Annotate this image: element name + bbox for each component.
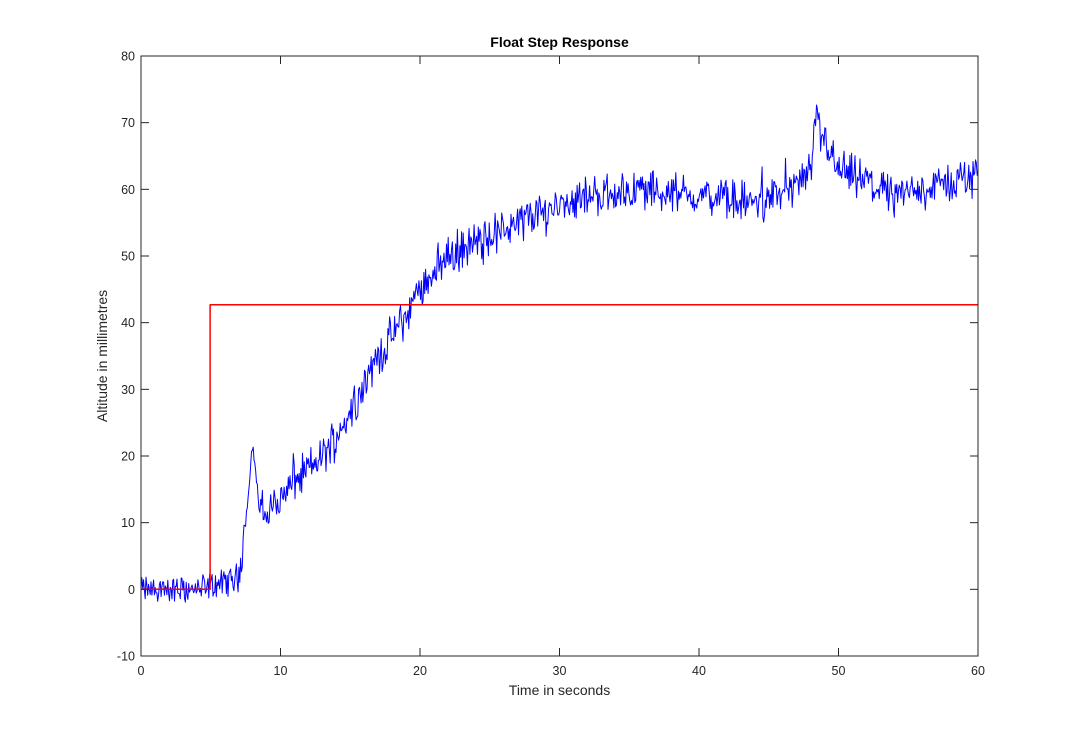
x-axis-label: Time in seconds xyxy=(509,682,610,698)
y-tick-label: 50 xyxy=(121,250,135,264)
y-tick-label: 60 xyxy=(121,183,135,197)
axes-background xyxy=(141,56,978,656)
y-tick-label: 20 xyxy=(121,450,135,464)
y-tick-label: 80 xyxy=(121,50,135,64)
chart-title: Float Step Response xyxy=(490,34,629,50)
x-tick-label: 10 xyxy=(274,664,288,678)
x-tick-label: 20 xyxy=(413,664,427,678)
x-tick-label: 0 xyxy=(138,664,145,678)
y-tick-label: 10 xyxy=(121,516,135,530)
x-tick-label: 50 xyxy=(832,664,846,678)
y-tick-label: -10 xyxy=(117,650,135,664)
y-axis-label: Altitude in millimetres xyxy=(94,290,110,422)
y-tick-label: 0 xyxy=(128,583,135,597)
y-tick-label: 40 xyxy=(121,316,135,330)
y-tick-label: 70 xyxy=(121,116,135,130)
y-tick-label: 30 xyxy=(121,383,135,397)
x-tick-label: 60 xyxy=(971,664,985,678)
series-line-setpoint xyxy=(141,303,978,591)
x-tick-label: 40 xyxy=(692,664,706,678)
x-tick-label: 30 xyxy=(553,664,567,678)
series-line-measured-altitude xyxy=(140,104,979,603)
series-layer xyxy=(140,104,979,603)
